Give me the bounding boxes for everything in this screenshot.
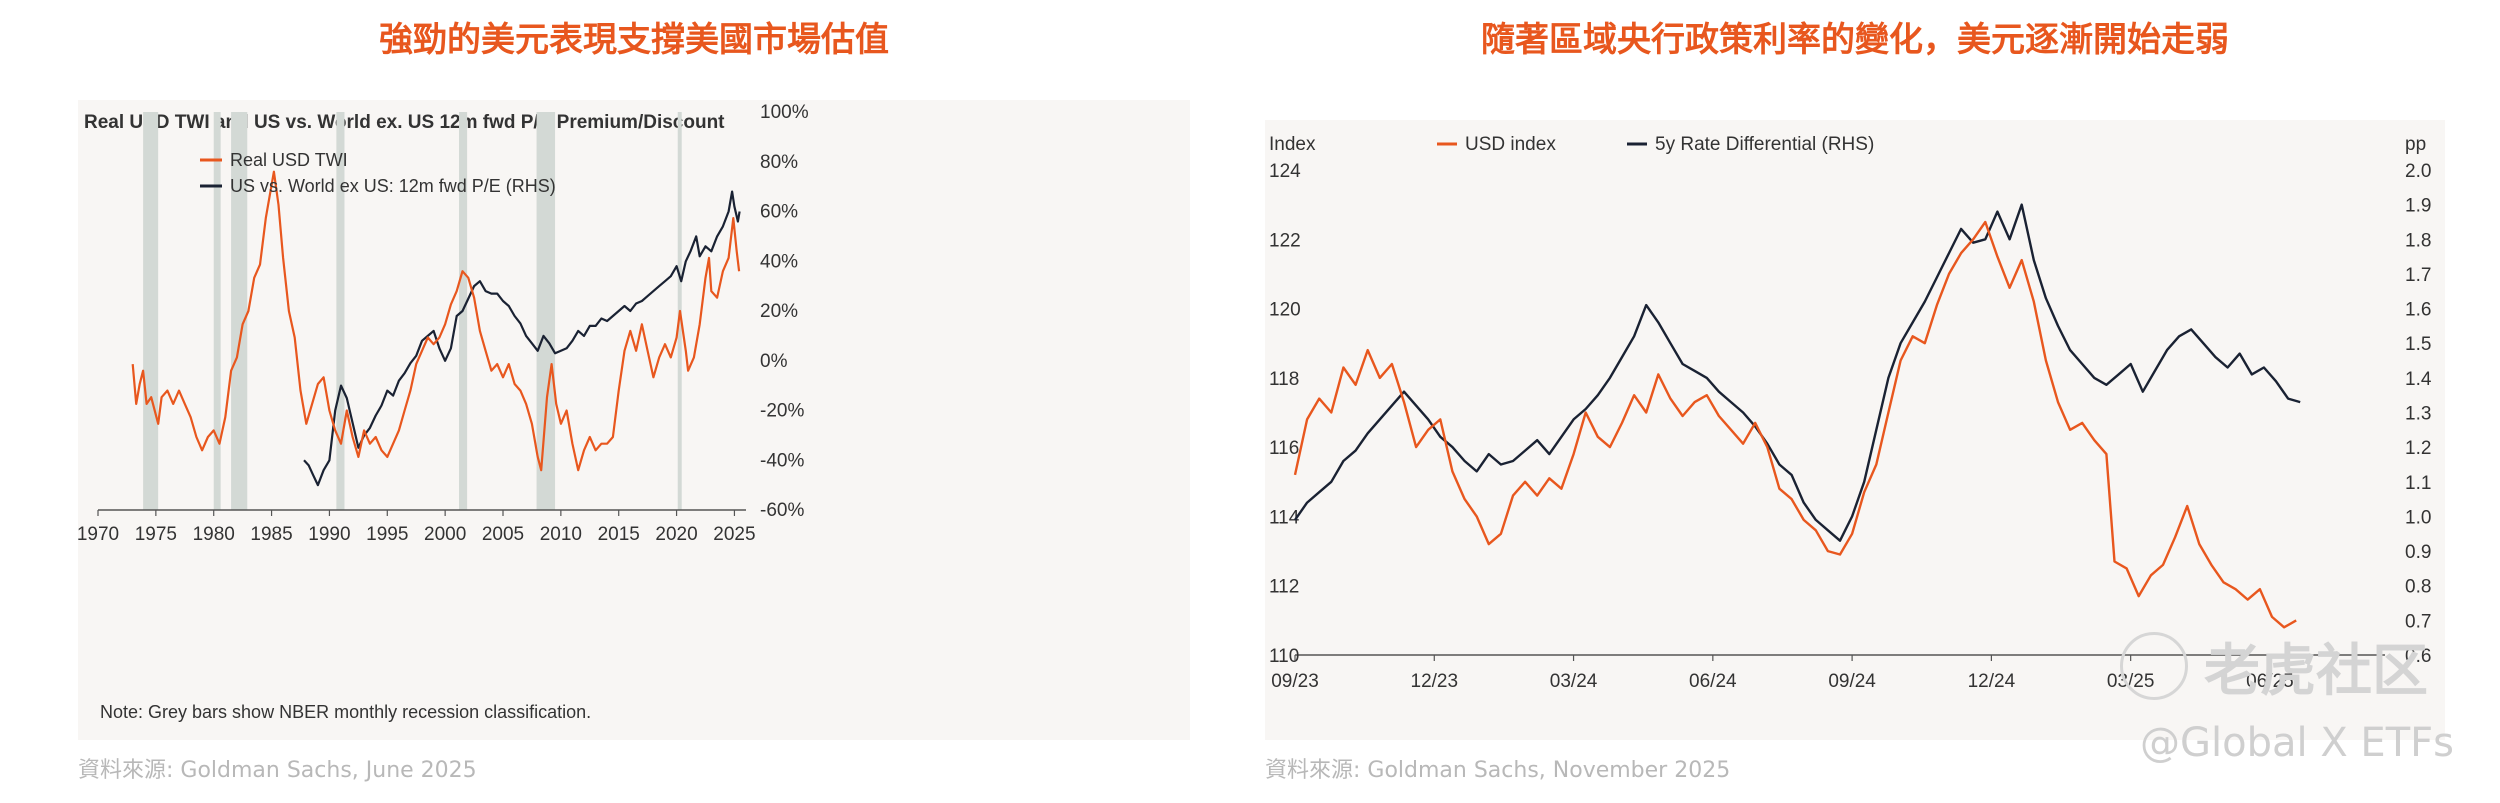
right-legend: USD index 5y Rate Differential (RHS)	[1437, 134, 1874, 155]
left-x-tick: 2015	[598, 524, 640, 545]
right-left-axis-label: Index	[1269, 134, 1316, 155]
left-y2-tick: 0%	[760, 351, 788, 372]
left-x-tick: 2005	[482, 524, 524, 545]
left-y2-tick: 20%	[760, 301, 798, 322]
right-y2-tick: 1.8	[2405, 230, 2431, 251]
right-y-tick: 110	[1269, 646, 1299, 667]
right-y-tick: 120	[1269, 300, 1301, 321]
left-x-tick: 1975	[135, 524, 177, 545]
left-x-tick: 2020	[655, 524, 697, 545]
left-chart-title: Real USD TWI and US vs. World ex. US 12m…	[84, 112, 725, 133]
left-x-tick: 1995	[366, 524, 408, 545]
left-y2-tick: -20%	[760, 401, 804, 422]
right-headline: 隨著區域央行政策利率的變化，美元逐漸開始走弱	[1481, 20, 2229, 60]
right-source: 資料來源: Goldman Sachs, November 2025	[1265, 758, 1731, 783]
right-y-tick: 112	[1269, 577, 1299, 598]
right-y2-tick: 1.3	[2405, 404, 2431, 425]
left-x-tick: 1970	[78, 524, 119, 545]
left-x-tick: 2025	[713, 524, 755, 545]
left-legend: Real USD TWI US vs. World ex US: 12m fwd…	[200, 150, 556, 196]
right-x-tick: 06/25	[2246, 671, 2294, 692]
watermark-brand: 老虎社区	[2204, 639, 2428, 704]
right-y-tick: 114	[1269, 507, 1300, 528]
right-chart: Index pp USD index 5y Rate Differential …	[1269, 134, 2432, 692]
right-y-tick: 118	[1269, 369, 1299, 390]
right-y2-tick: 0.9	[2405, 542, 2431, 563]
watermark: 老虎社区 @Global X ETFs	[2120, 620, 2490, 780]
right-y2-tick: 1.0	[2405, 507, 2431, 528]
left-x-tick: 2010	[540, 524, 582, 545]
right-y2-tick: 1.5	[2405, 334, 2431, 355]
left-y2-tick: 100%	[760, 102, 809, 123]
rate-differential-line	[1294, 203, 2301, 542]
right-y2-tick: 1.6	[2405, 300, 2431, 321]
right-y2-tick: 1.4	[2405, 369, 2432, 390]
recession-bar	[336, 112, 345, 510]
left-source: 資料來源: Goldman Sachs, June 2025	[78, 758, 477, 783]
left-y2-tick: 40%	[760, 251, 798, 272]
right-x-tick: 09/24	[1828, 671, 1876, 692]
left-x-tick: 1980	[193, 524, 235, 545]
recession-bar	[213, 112, 221, 510]
left-x-tick: 2000	[424, 524, 466, 545]
right-y-tick: 124	[1269, 161, 1301, 182]
usd-twi-line	[131, 170, 741, 472]
right-x-tick: 03/24	[1550, 671, 1598, 692]
right-y2-tick: 1.9	[2405, 196, 2431, 217]
left-legend-usd: Real USD TWI	[230, 150, 348, 170]
right-x-tick: 12/23	[1411, 671, 1459, 692]
right-x-tick: 09/23	[1271, 671, 1319, 692]
right-y2-tick: 2.0	[2405, 161, 2431, 182]
pe-premium-line	[303, 190, 741, 487]
left-y2-tick: -40%	[760, 450, 804, 471]
left-x-tick: 1990	[308, 524, 350, 545]
left-panel-bg	[78, 100, 1190, 740]
usd-index-line	[1293, 220, 2297, 629]
watermark-logo-icon	[2120, 632, 2188, 700]
left-y2-tick: 80%	[760, 152, 798, 173]
right-legend-rate: 5y Rate Differential (RHS)	[1655, 134, 1874, 155]
left-note: Note: Grey bars show NBER monthly recess…	[100, 702, 591, 722]
recession-bar	[231, 112, 248, 510]
right-x-tick: 12/24	[1968, 671, 2016, 692]
right-y2-tick: 1.7	[2405, 265, 2431, 286]
right-legend-usd: USD index	[1465, 134, 1556, 155]
right-y2-tick: 0.7	[2405, 611, 2431, 632]
recession-bar	[536, 112, 556, 510]
right-y2-tick: 0.8	[2405, 577, 2431, 598]
right-y-tick: 116	[1269, 438, 1299, 459]
left-legend-pe: US vs. World ex US: 12m fwd P/E (RHS)	[230, 176, 556, 196]
left-headline: 強勁的美元表現支撐美國市場估值	[379, 20, 889, 60]
right-y2-tick: 1.1	[2405, 473, 2431, 494]
left-y2-tick: -60%	[760, 500, 804, 521]
watermark-handle: @Global X ETFs	[2140, 720, 2454, 766]
right-panel-bg	[1265, 120, 2445, 740]
right-right-axis-label: pp	[2405, 134, 2426, 155]
right-x-tick: 06/24	[1689, 671, 1737, 692]
left-chart: Real USD TWI and US vs. World ex. US 12m…	[78, 102, 809, 722]
right-y2-tick: 1.2	[2405, 438, 2431, 459]
recession-bar	[143, 112, 159, 510]
left-x-tick: 1985	[250, 524, 292, 545]
right-y-tick: 122	[1269, 230, 1301, 251]
right-y2-tick: 0.6	[2405, 646, 2431, 667]
left-y2-tick: 60%	[760, 202, 798, 223]
